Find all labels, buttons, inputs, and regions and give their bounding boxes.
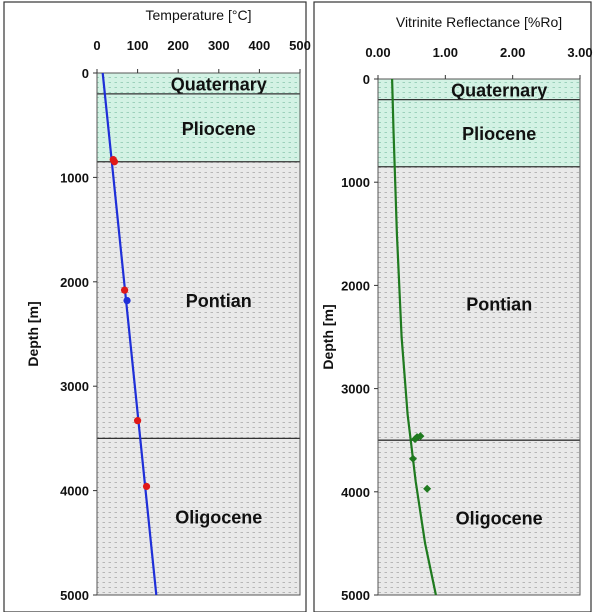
y-tick-label: 0 — [82, 66, 89, 81]
x-tick-label: 500 — [289, 38, 311, 53]
data-point — [134, 417, 142, 425]
x-axis-title: Vitrinite Reflectance [%Ro] — [396, 14, 562, 30]
x-tick-label: 3.00 — [567, 45, 592, 60]
unit-band-oligocene — [97, 438, 300, 595]
unit-label-quaternary: Quaternary — [451, 80, 547, 100]
unit-label-oligocene: Oligocene — [175, 508, 262, 528]
data-point — [409, 454, 418, 463]
y-tick-label: 0 — [363, 72, 370, 87]
x-tick-label: 100 — [127, 38, 149, 53]
y-tick-label: 1000 — [60, 170, 89, 185]
x-tick-label: 2.00 — [500, 45, 525, 60]
unit-label-pontian: Pontian — [466, 294, 532, 314]
y-tick-label: 2000 — [341, 278, 370, 293]
unit-band-oligocene — [378, 440, 580, 595]
unit-label-oligocene: Oligocene — [456, 509, 543, 529]
data-point — [110, 158, 119, 166]
unit-label-pontian: Pontian — [186, 291, 252, 311]
data-point — [423, 484, 432, 493]
unit-band-pontian — [97, 161, 300, 439]
y-tick-label: 2000 — [60, 275, 89, 290]
data-point — [142, 482, 151, 491]
y-tick-label: 4000 — [60, 484, 89, 499]
y-tick-label: 3000 — [60, 379, 89, 394]
y-tick-label: 4000 — [341, 485, 370, 500]
x-tick-label: 400 — [249, 38, 271, 53]
chart-panel-1: Quaternary Pliocene Pontian Oligocene Temper… — [3, 1, 311, 612]
unit-label-quaternary: Quaternary — [171, 74, 267, 94]
y-tick-label: 1000 — [341, 175, 370, 190]
data-point — [121, 286, 129, 294]
unit-band-pliocene — [378, 99, 580, 167]
x-tick-label: 200 — [167, 38, 189, 53]
unit-label-pliocene: Pliocene — [182, 119, 256, 139]
plot-border — [96, 72, 301, 596]
y-axis-title: Depth [m] — [25, 301, 41, 366]
y-tick-label: 5000 — [60, 588, 89, 603]
x-tick-label: 1.00 — [433, 45, 458, 60]
chart-panel-2: Quaternary Pliocene Pontian Oligocene Vitrin… — [313, 1, 593, 612]
unit-band-quaternary — [378, 79, 580, 100]
unit-band-pliocene — [97, 93, 300, 162]
x-tick-label: 0.00 — [365, 45, 390, 60]
series-line — [391, 78, 437, 596]
data-point — [123, 296, 131, 305]
unit-label-pliocene: Pliocene — [462, 124, 536, 144]
y-tick-label: 3000 — [341, 382, 370, 397]
x-axis-title: Temperature [°C] — [146, 7, 252, 23]
data-point — [416, 432, 425, 441]
x-tick-label: 300 — [208, 38, 230, 53]
y-axis-title: Depth [m] — [320, 304, 336, 369]
unit-band-quaternary — [97, 73, 300, 94]
y-tick-label: 5000 — [341, 588, 370, 603]
x-tick-label: 0 — [93, 38, 100, 53]
plot-border — [377, 78, 581, 596]
unit-band-pontian — [378, 166, 580, 441]
